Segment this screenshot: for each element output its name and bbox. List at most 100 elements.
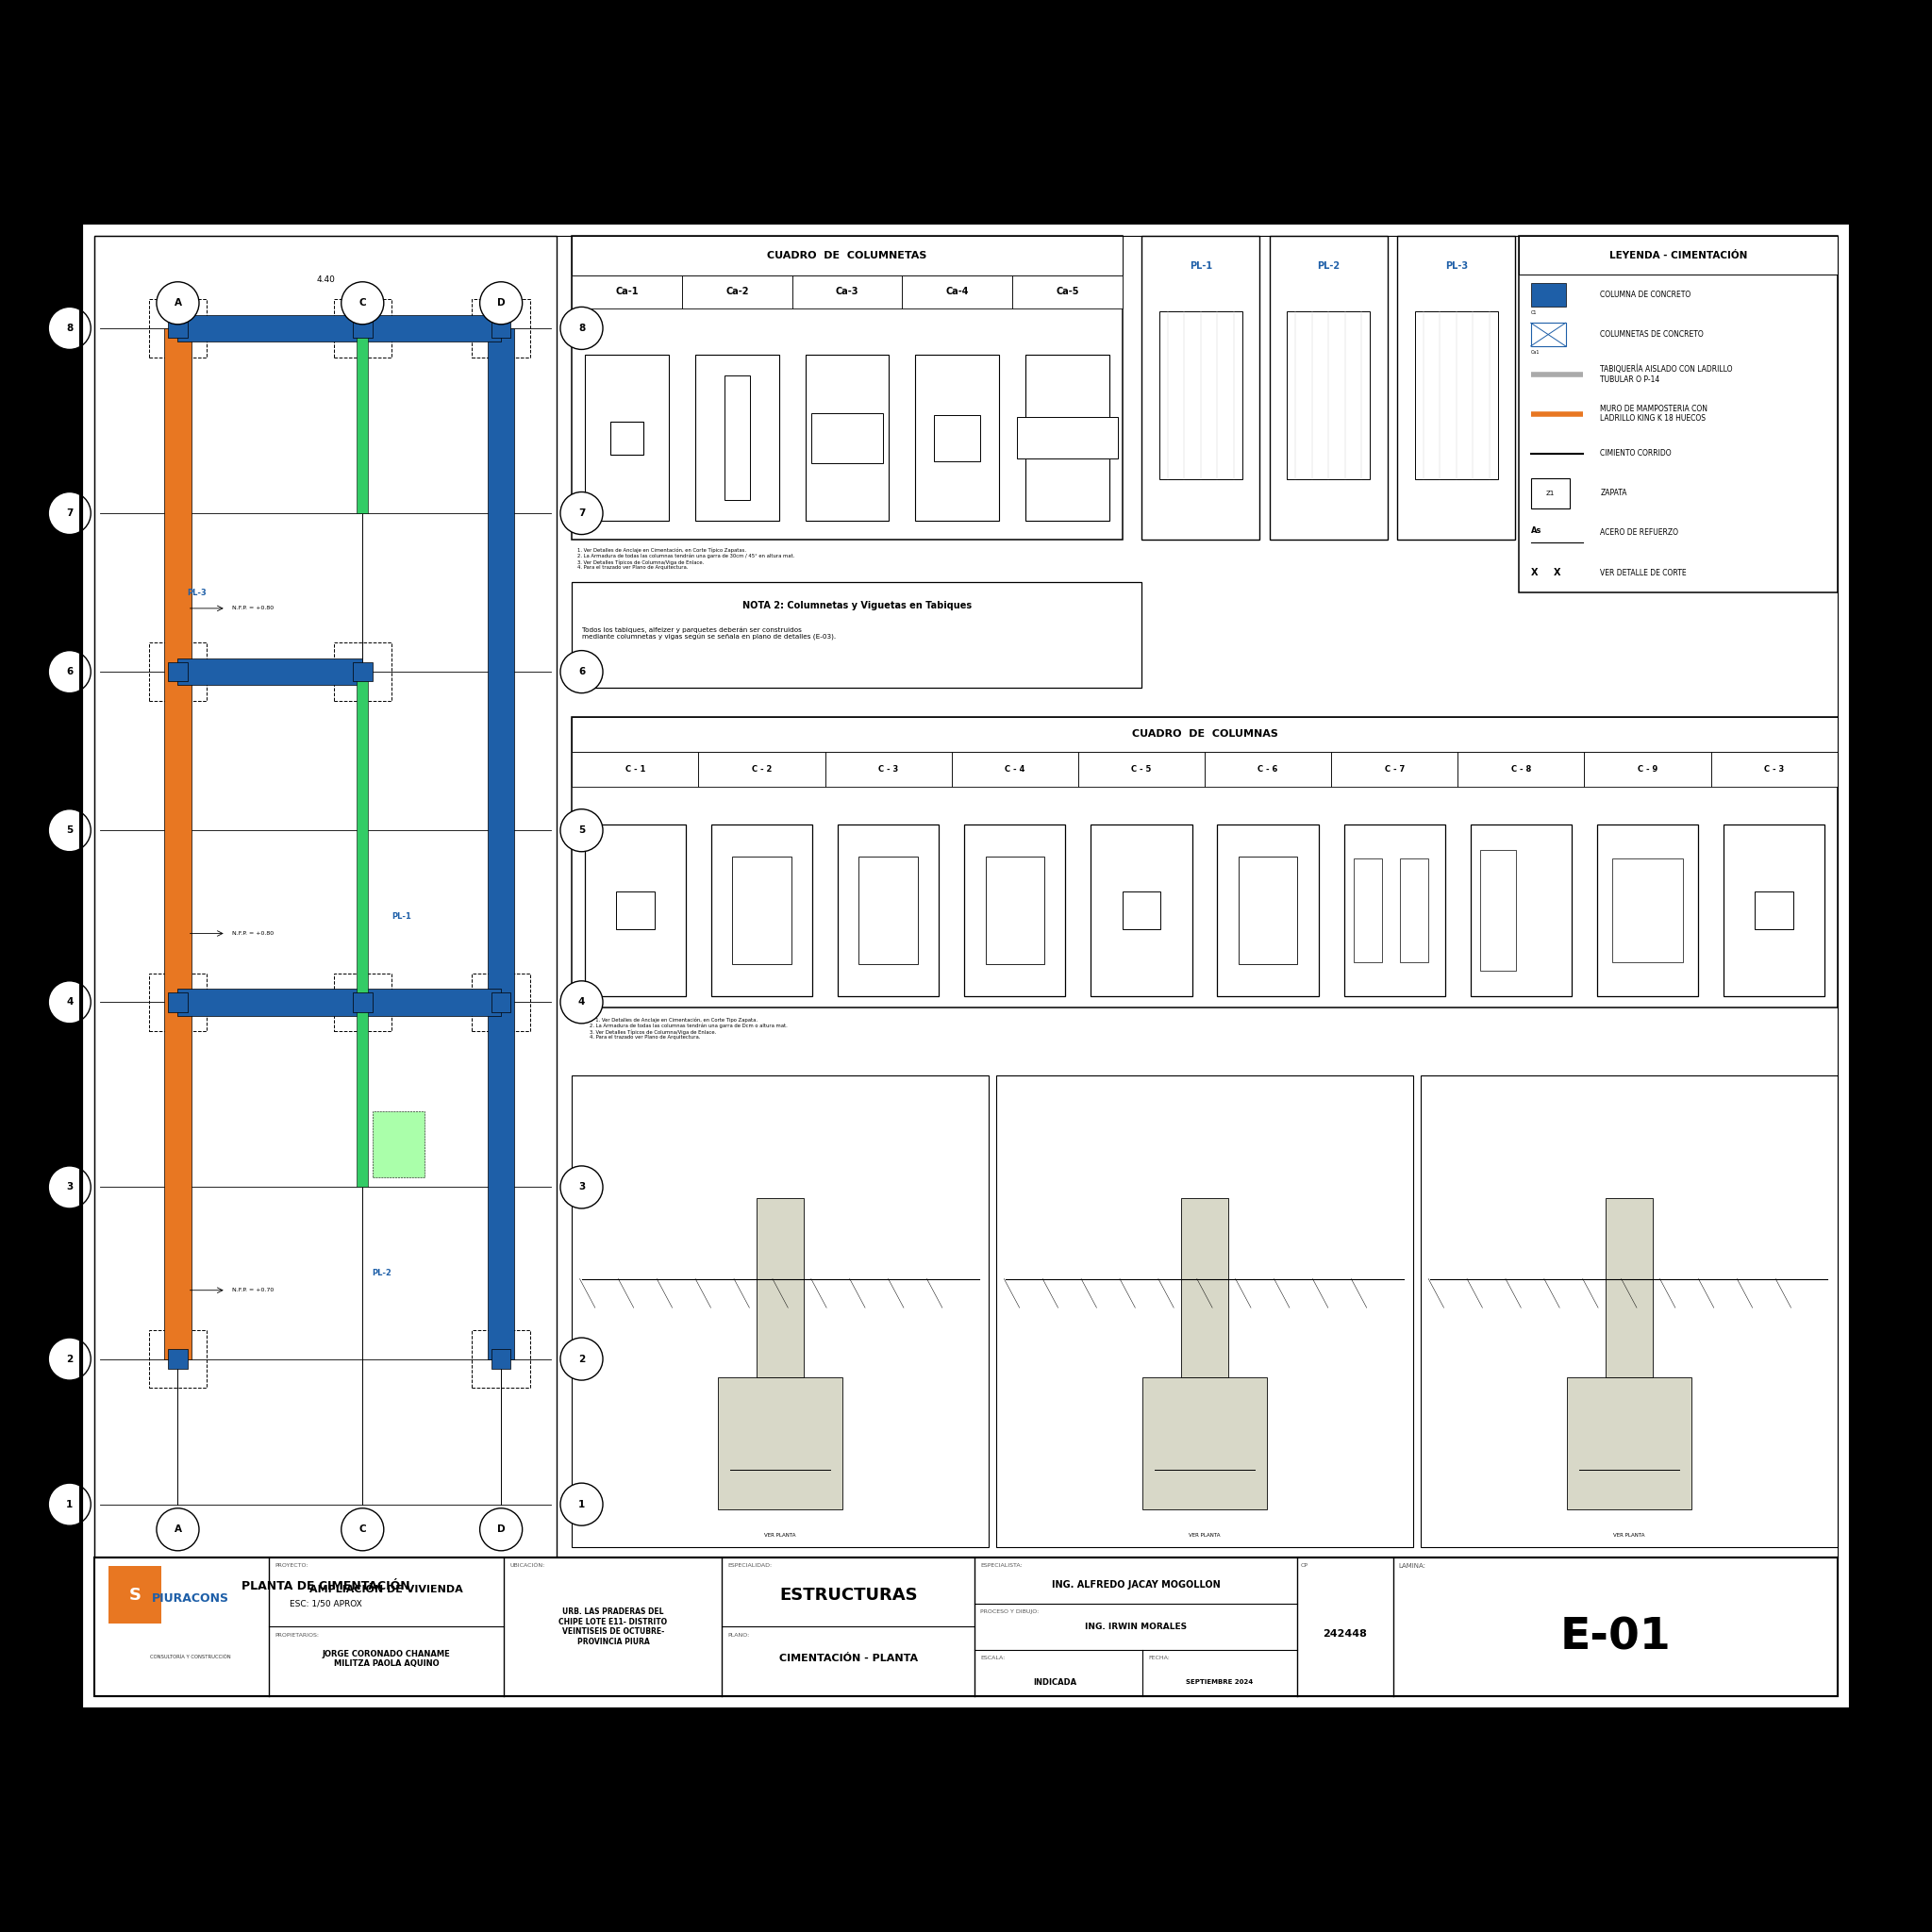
Circle shape (48, 981, 91, 1024)
Text: VER DETALLE DE CORTE: VER DETALLE DE CORTE (1600, 568, 1687, 578)
Text: UBICACIÓN:: UBICACIÓN: (510, 1563, 545, 1567)
Text: N.F.P. = +0.80: N.F.P. = +0.80 (232, 931, 274, 935)
Text: ESCALA:: ESCALA: (981, 1656, 1005, 1660)
Bar (149, 299, 207, 357)
Text: D: D (497, 298, 504, 307)
Text: C - 3: C - 3 (1764, 765, 1783, 773)
Bar (585, 355, 668, 522)
Bar (1530, 477, 1569, 508)
Bar (487, 328, 514, 1358)
Circle shape (560, 1484, 603, 1526)
Bar (616, 891, 655, 929)
Bar (572, 1076, 989, 1548)
Bar (1206, 752, 1331, 786)
Text: C - 3: C - 3 (879, 765, 898, 773)
Text: 5: 5 (578, 825, 585, 835)
Text: 6: 6 (66, 667, 73, 676)
Bar (168, 663, 187, 682)
Bar (168, 1349, 187, 1368)
Text: 5: 5 (66, 825, 73, 835)
Circle shape (560, 1165, 603, 1208)
Bar (149, 643, 207, 701)
Text: SEPTIEMBRE 2024: SEPTIEMBRE 2024 (1186, 1679, 1254, 1685)
Bar (1480, 850, 1517, 970)
Text: Ca-2: Ca-2 (726, 288, 748, 298)
Text: PL-1: PL-1 (392, 912, 412, 920)
Bar (572, 717, 1837, 752)
Bar (168, 319, 187, 338)
Bar (108, 1565, 160, 1625)
Bar (711, 825, 811, 997)
Text: INDICADA: INDICADA (1034, 1679, 1076, 1687)
Text: C - 1: C - 1 (626, 765, 645, 773)
Text: PLANO:: PLANO: (728, 1633, 750, 1636)
Bar (719, 1378, 842, 1509)
Text: DETALLE DE ENCUENTRO DE VIGA DE
CONEXIÓN (VC-2) CON ZAPATAS: DETALLE DE ENCUENTRO DE VIGA DE CONEXIÓN… (1553, 1559, 1704, 1578)
Bar (572, 582, 1142, 688)
Bar (952, 752, 1078, 786)
Bar (806, 355, 889, 522)
Text: 2: 2 (578, 1354, 585, 1364)
Text: VER PLANTA: VER PLANTA (1188, 1534, 1221, 1538)
Bar (682, 274, 792, 309)
Bar (95, 236, 1837, 1696)
Bar (1159, 311, 1242, 479)
Bar (334, 643, 392, 701)
Circle shape (48, 493, 91, 535)
Text: ESTRUCTURAS: ESTRUCTURAS (779, 1586, 918, 1604)
Text: C - 9: C - 9 (1638, 765, 1658, 773)
Bar (699, 752, 825, 786)
Bar (95, 1557, 1837, 1696)
Text: E-01: E-01 (1559, 1617, 1671, 1660)
Bar (724, 375, 750, 500)
Text: A: A (174, 298, 182, 307)
Text: PROPIETARIOS:: PROPIETARIOS: (274, 1633, 319, 1636)
Bar (164, 328, 191, 1358)
Text: D: D (497, 1524, 504, 1534)
Bar (964, 825, 1065, 997)
Bar (1354, 858, 1381, 962)
Bar (354, 993, 373, 1012)
Bar (1598, 825, 1698, 997)
Text: 7: 7 (578, 508, 585, 518)
Text: 6: 6 (578, 667, 585, 676)
Text: X: X (1530, 568, 1538, 578)
Text: 2: 2 (66, 1354, 73, 1364)
Bar (1016, 417, 1117, 458)
Text: Ca-5: Ca-5 (1055, 288, 1078, 298)
Bar (1238, 858, 1296, 964)
Text: ESPECIALISTA:: ESPECIALISTA: (981, 1563, 1022, 1567)
Circle shape (156, 282, 199, 325)
Bar (935, 415, 980, 462)
Bar (178, 989, 500, 1016)
Text: NOTA:  1. Ver Detalles de Anclaje en Cimentación, en Corte Tipo Zapata.
        : NOTA: 1. Ver Detalles de Anclaje en Cime… (578, 1018, 788, 1039)
Bar (81, 222, 1851, 1710)
Bar (1712, 752, 1837, 786)
Text: C - 2: C - 2 (752, 765, 771, 773)
Text: C1: C1 (1530, 311, 1538, 315)
Bar (1605, 1198, 1652, 1378)
Bar (491, 1349, 510, 1368)
Circle shape (48, 1165, 91, 1208)
Text: X: X (1553, 568, 1561, 578)
Bar (471, 974, 529, 1032)
Text: ACERO DE REFUERZO: ACERO DE REFUERZO (1600, 529, 1679, 537)
Bar (1459, 752, 1584, 786)
Bar (572, 236, 1122, 274)
Bar (1269, 236, 1387, 539)
Bar (1723, 825, 1824, 997)
Text: PL-3: PL-3 (187, 587, 207, 597)
Text: TABIQUERÍA AISLADO CON LADRILLO
TUBULAR O P-14: TABIQUERÍA AISLADO CON LADRILLO TUBULAR … (1600, 365, 1733, 384)
Bar (1122, 891, 1161, 929)
Text: NOTA 2: Columnetas y Viguetas en Tabiques: NOTA 2: Columnetas y Viguetas en Tabique… (742, 601, 972, 611)
Text: C: C (359, 1524, 365, 1534)
Text: ESPECIALIDAD:: ESPECIALIDAD: (728, 1563, 773, 1567)
Text: ING. ALFREDO JACAY MOGOLLON: ING. ALFREDO JACAY MOGOLLON (1051, 1580, 1221, 1590)
Text: 1: 1 (578, 1499, 585, 1509)
Text: 4: 4 (66, 997, 73, 1007)
Text: JORGE CORONADO CHANAME
MILITZA PAOLA AQUINO: JORGE CORONADO CHANAME MILITZA PAOLA AQU… (323, 1650, 450, 1667)
Bar (1754, 891, 1793, 929)
Circle shape (479, 282, 522, 325)
Text: 1. Ver Detalles de Anclaje en Cimentación, en Corte Típico Zapatas.
2. La Armadu: 1. Ver Detalles de Anclaje en Cimentació… (578, 547, 794, 570)
Text: S: S (129, 1586, 141, 1604)
